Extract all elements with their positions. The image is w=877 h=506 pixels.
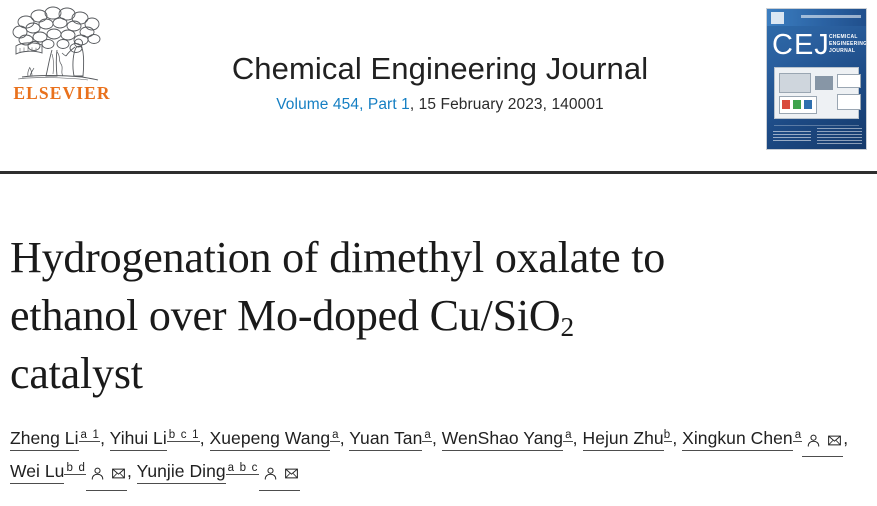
journal-cover-thumbnail[interactable]: CEJ CHEMICAL ENGINEERING JOURNAL — [766, 8, 867, 150]
author-entry[interactable]: Hejun Zhu — [582, 428, 664, 451]
author-email-icon[interactable] — [111, 466, 126, 481]
cover-top-text-line — [801, 15, 861, 18]
author-separator: , — [843, 428, 849, 448]
author-name[interactable]: Yuan Tan — [349, 428, 423, 451]
article-title-line-2: ethanol over Mo-doped Cu/SiO — [10, 290, 561, 340]
elsevier-tree-logo-icon — [12, 6, 101, 81]
journal-header: ELSEVIER Chemical Engineering Journal Vo… — [0, 0, 877, 174]
journal-title: Chemical Engineering Journal — [231, 51, 649, 86]
cover-elsevier-icon — [771, 12, 784, 24]
author-name[interactable]: Yihui Li — [109, 428, 167, 451]
author-list: Zheng Li a 1, Yihui Li b c 1, Xuepeng Wang… — [10, 424, 866, 491]
author-contact-icons[interactable] — [258, 459, 300, 491]
author-entry[interactable]: Wei Lu b d — [10, 461, 128, 491]
author-separator: , — [100, 428, 110, 448]
author-contact-icons[interactable] — [86, 459, 128, 491]
author-separator: , — [431, 428, 442, 448]
article-title-line-1: Hydrogenation of dimethyl oxalate to — [10, 233, 666, 283]
author-separator: , — [199, 428, 210, 448]
cover-abbrev-title: CEJ — [772, 29, 830, 61]
author-profile-icon[interactable] — [90, 466, 105, 481]
author-name[interactable]: Zheng Li — [10, 428, 79, 451]
author-entry[interactable]: Xuepeng Wang a — [209, 428, 340, 451]
cover-divider — [774, 125, 859, 126]
author-separator: , — [672, 428, 683, 448]
author-affiliation-markers[interactable]: a 1 — [78, 429, 101, 442]
author-entry[interactable]: Xingkun Chen a — [682, 428, 844, 458]
journal-volume-link[interactable]: Volume 454, Part 1 — [276, 95, 410, 113]
cover-diagram — [774, 67, 861, 119]
journal-info: Chemical Engineering Journal Volume 454,… — [140, 51, 740, 114]
author-separator: , — [572, 428, 583, 448]
author-affiliation-markers[interactable]: a b c — [225, 462, 259, 476]
author-name[interactable]: Yunjie Ding — [136, 461, 226, 485]
author-profile-icon[interactable] — [263, 466, 278, 481]
cover-footer-text-left — [773, 131, 811, 143]
author-entry[interactable]: Yuan Tan a — [349, 428, 432, 451]
author-affiliation-markers[interactable]: a — [422, 429, 432, 442]
author-affiliation-markers[interactable]: a — [563, 429, 573, 442]
elsevier-logo[interactable]: ELSEVIER — [8, 6, 116, 103]
author-affiliation-markers[interactable]: a — [792, 429, 803, 442]
author-separator: , — [339, 428, 350, 448]
author-separator: , — [127, 461, 137, 482]
author-affiliation-markers[interactable]: b d — [64, 462, 87, 476]
article-title-line-3: catalyst — [10, 349, 143, 399]
author-profile-icon[interactable] — [806, 433, 821, 448]
cover-full-title: CHEMICAL ENGINEERING JOURNAL — [829, 34, 867, 54]
journal-issue-date: , 15 February 2023, 140001 — [409, 95, 604, 113]
author-name[interactable]: Xingkun Chen — [682, 428, 793, 451]
article-title: Hydrogenation of dimethyl oxalate to eth… — [10, 229, 860, 402]
author-email-icon[interactable] — [827, 433, 842, 448]
article-title-subscript: 2 — [560, 311, 574, 342]
elsevier-wordmark: ELSEVIER — [13, 83, 111, 103]
author-entry[interactable]: WenShao Yang a — [441, 428, 573, 451]
author-entry[interactable]: Yihui Li b c 1 — [109, 428, 200, 451]
author-entry[interactable]: Zheng Li a 1 — [10, 428, 101, 451]
author-email-icon[interactable] — [284, 466, 299, 481]
cover-footer-text-right — [817, 128, 862, 144]
author-name[interactable]: Xuepeng Wang — [209, 428, 331, 451]
author-name[interactable]: Hejun Zhu — [582, 428, 664, 451]
header-divider — [0, 171, 877, 174]
author-affiliation-markers[interactable]: a — [330, 429, 340, 442]
author-entry[interactable]: Yunjie Ding a b c — [136, 461, 300, 491]
journal-issue-line: Volume 454, Part 1, 15 February 2023, 14… — [140, 96, 740, 114]
author-affiliation-continuation[interactable]: b — [663, 429, 673, 442]
author-name[interactable]: WenShao Yang — [441, 428, 564, 451]
author-name[interactable]: Wei Lu — [10, 461, 65, 485]
author-contact-icons[interactable] — [802, 426, 844, 458]
author-affiliation-markers[interactable]: b c 1 — [166, 429, 200, 442]
